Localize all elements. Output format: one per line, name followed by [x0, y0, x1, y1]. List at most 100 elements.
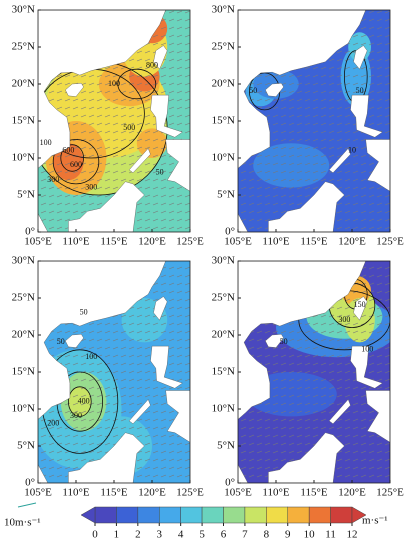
land: [38, 213, 49, 232]
x-tick-label: 105°E: [24, 487, 52, 499]
contour-label: 50: [156, 168, 164, 177]
x-tick-label: 125°E: [176, 487, 204, 499]
y-tick-label: 5°N: [17, 189, 35, 201]
map-content: [38, 10, 190, 232]
colorbar-segment: [266, 506, 289, 524]
land: [365, 139, 390, 192]
contour-label: 10: [348, 145, 356, 154]
colorbar-tick-label: 8: [264, 529, 270, 541]
contour-label: 300: [85, 182, 97, 191]
x-tick-label: 120°E: [138, 236, 166, 248]
map-panel: 400 300 200 50 50 100 105°E 110°E 115°E 120°E 125°…: [12, 255, 204, 499]
x-tick-label: 120°E: [338, 236, 366, 248]
land: [238, 213, 249, 232]
land: [153, 45, 168, 70]
contour-label: 50: [57, 337, 65, 346]
colorbar-segment: [94, 506, 117, 524]
colorbar-segment: [330, 506, 353, 524]
y-tick-label: 10°N: [212, 403, 235, 415]
x-tick-label: 115°E: [300, 236, 327, 248]
colorbar-segment: [180, 506, 203, 524]
land: [165, 390, 190, 443]
land: [350, 94, 383, 138]
y-tick-label: 25°N: [12, 41, 35, 53]
y-tick-label: 20°N: [212, 329, 235, 341]
colorbar-extend: [351, 506, 367, 524]
y-tick-label: 20°N: [12, 329, 35, 341]
contour-label: 200: [47, 419, 59, 428]
land: [65, 83, 84, 97]
colorbar-segment: [201, 506, 224, 524]
colorbar-extend: [80, 506, 96, 524]
map-content: [38, 261, 190, 483]
reference-arrow: [17, 502, 37, 508]
land: [68, 181, 145, 232]
y-tick-label: 20°N: [12, 78, 35, 90]
x-tick-label: 120°E: [138, 487, 166, 499]
y-tick-label: 5°N: [17, 440, 35, 452]
map-panel: 50 50 10 105°E 110°E 115°E 120°E 125°E 0° 5°N 10°N…: [212, 4, 404, 248]
land: [153, 296, 168, 321]
contour-label: 500: [123, 123, 135, 132]
land: [238, 261, 366, 420]
contour-label: 400: [78, 396, 90, 405]
y-tick-label: 15°N: [212, 115, 235, 127]
contour-label: 50: [80, 308, 88, 317]
contour-label: 300: [70, 411, 82, 420]
contour-label: 100: [361, 345, 373, 354]
colorbar-segment: [159, 506, 181, 524]
map-panel: 300 50 100 150 105°E 110°E 115°E 120°E 125°E 0° 5°…: [212, 255, 404, 499]
map-panel: 800 600 600 300 500 100 50 300 100 105°E 110°E 115°…: [12, 4, 204, 248]
x-tick-label: 115°E: [100, 487, 127, 499]
y-tick-label: 15°N: [12, 115, 35, 127]
land: [238, 464, 249, 483]
y-tick-label: 10°N: [12, 152, 35, 164]
y-tick-label: 0°: [25, 477, 35, 489]
x-tick-label: 125°E: [176, 236, 204, 248]
y-tick-label: 30°N: [212, 255, 235, 267]
map-content: [238, 261, 390, 483]
land: [365, 390, 390, 443]
land: [65, 334, 84, 348]
y-tick-label: 30°N: [12, 255, 35, 267]
x-tick-label: 120°E: [338, 487, 366, 499]
x-tick-label: 110°E: [62, 487, 89, 499]
land: [68, 432, 145, 483]
contour-label: 600: [70, 160, 82, 169]
contour-label: 150: [354, 300, 366, 309]
y-tick-label: 15°N: [212, 366, 235, 378]
contour-label: 50: [280, 337, 288, 346]
y-tick-label: 5°N: [217, 440, 235, 452]
y-tick-label: 0°: [25, 226, 35, 238]
land: [38, 464, 49, 483]
contour-label: 300: [338, 315, 350, 324]
colorbar-tick-label: 9: [285, 529, 291, 541]
colorbar-segment: [308, 506, 331, 524]
y-tick-label: 25°N: [212, 292, 235, 304]
land: [128, 399, 151, 425]
y-tick-label: 30°N: [212, 4, 235, 16]
x-tick-label: 105°E: [224, 487, 252, 499]
colorbar-tick-label: 12: [347, 529, 358, 541]
colorbar-tick-label: 10: [304, 529, 316, 541]
colorbar-tick-label: 11: [325, 529, 336, 541]
y-tick-label: 25°N: [12, 292, 35, 304]
land: [38, 10, 166, 169]
colorbar-segment: [287, 506, 310, 524]
y-tick-label: 0°: [225, 477, 235, 489]
y-tick-label: 10°N: [212, 152, 235, 164]
x-tick-label: 110°E: [262, 236, 289, 248]
land: [268, 181, 345, 232]
contour-label: 800: [146, 60, 158, 69]
colorbar-tick-label: 2: [135, 529, 141, 541]
x-tick-label: 105°E: [224, 236, 252, 248]
land: [328, 399, 351, 425]
land: [165, 139, 190, 192]
land: [265, 83, 284, 97]
land: [353, 45, 368, 70]
land: [150, 94, 183, 138]
land: [38, 261, 166, 420]
colorbar-tick-label: 4: [178, 529, 184, 541]
y-tick-label: 15°N: [12, 366, 35, 378]
